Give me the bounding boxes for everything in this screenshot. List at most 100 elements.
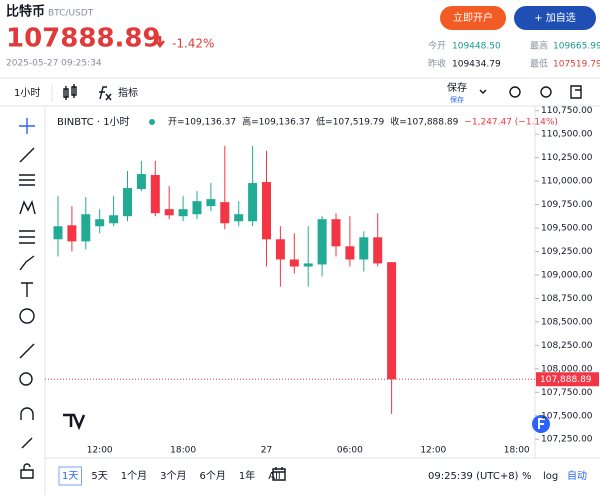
stat-value: 109434.79	[452, 60, 501, 70]
candle-body	[192, 201, 202, 215]
legend-item: 高=109,136.37	[242, 116, 310, 128]
percent-toggle[interactable]: %	[522, 471, 532, 482]
candle-body	[123, 188, 132, 217]
button-label[interactable]: + 加自选	[534, 11, 576, 24]
candle-body	[387, 262, 397, 380]
save-button[interactable]: 保存	[447, 81, 467, 94]
y-tick-label: 110,250.00	[541, 153, 593, 163]
asset-pair: BTC/USDT	[48, 9, 94, 19]
range-button[interactable]: 1年	[239, 469, 255, 482]
line-tool[interactable]	[19, 147, 35, 163]
candle-body	[67, 225, 77, 242]
save-sub: 保存	[450, 95, 464, 104]
down-arrow	[155, 36, 165, 49]
range-button[interactable]: 3个月	[160, 470, 186, 482]
y-tick-label: 109,500.00	[541, 224, 593, 234]
candle-body	[95, 219, 105, 227]
candle-body	[303, 263, 313, 267]
magnet-tool[interactable]	[20, 407, 34, 420]
last-price-tag	[536, 372, 599, 387]
y-tick-label: 108,000.00	[541, 364, 593, 374]
log-toggle[interactable]: log	[543, 471, 558, 482]
x-tick-label: 18:00	[504, 446, 530, 456]
y-tick-label: 109,250.00	[541, 247, 593, 257]
candle-body	[359, 237, 369, 260]
pattern-tool[interactable]	[19, 199, 36, 215]
y-tick-label: 109,750.00	[541, 200, 593, 210]
dropdown[interactable]	[479, 89, 487, 94]
x-tick-label: 12:00	[420, 446, 446, 456]
chart-type-icon[interactable]	[63, 84, 77, 100]
y-tick-label: 107,500.00	[541, 411, 593, 421]
candle-body	[289, 259, 299, 267]
candle-body	[373, 237, 383, 264]
crosshair-tool[interactable]	[19, 118, 35, 134]
auto-toggle[interactable]: 自动	[567, 469, 587, 482]
candle-body	[178, 209, 188, 217]
y-tick-label: 110,750.00	[541, 106, 593, 116]
indicator-icon[interactable]	[99, 86, 112, 101]
open-account-button[interactable]	[440, 6, 506, 30]
draw-mode-tool[interactable]	[21, 437, 33, 449]
channel-tool[interactable]	[19, 174, 35, 186]
y-tick-label: 110,500.00	[541, 130, 593, 140]
stat-value: 109448.50	[452, 42, 501, 52]
range-selected	[58, 466, 82, 486]
price-change: -1.42%	[172, 37, 214, 51]
button-label[interactable]: 立即开户	[453, 11, 493, 24]
fullscreen-icon[interactable]	[570, 85, 582, 99]
lock-tool[interactable]	[20, 463, 34, 479]
candle-body	[150, 174, 160, 214]
range-button[interactable]: 1天	[62, 471, 78, 482]
calendar-icon[interactable]	[272, 467, 286, 481]
y-tick-label: 110,000.00	[541, 177, 593, 187]
x-tick-label: 27	[261, 446, 272, 456]
legend-item: −1,247.47 (−1.14%)	[464, 118, 558, 128]
legend-item: 低=107,519.79	[316, 116, 384, 128]
candle-body	[234, 214, 244, 222]
range-button[interactable]: All	[268, 471, 280, 482]
search-icon[interactable]	[509, 86, 521, 98]
candle-body	[331, 219, 341, 247]
x-tick-label: 18:00	[170, 446, 196, 456]
ruler-tool[interactable]	[19, 343, 35, 359]
y-tick-label: 108,750.00	[541, 294, 593, 304]
text-tool[interactable]	[21, 282, 33, 297]
watchlist-button[interactable]	[514, 6, 596, 30]
zoom-tool[interactable]	[19, 372, 33, 386]
chart-title: BINBTC · 1小时	[57, 116, 130, 128]
y-tick-label: 109,000.00	[541, 270, 593, 280]
candle-body	[317, 219, 327, 265]
indicators-button[interactable]: 指标	[118, 86, 138, 99]
candle-body	[109, 215, 119, 224]
candle-body	[275, 239, 285, 260]
candle-body	[206, 199, 216, 207]
y-tick-label: 108,500.00	[541, 317, 593, 327]
range-button[interactable]: 5天	[91, 471, 107, 482]
settings-icon[interactable]	[540, 86, 552, 98]
candle-body	[345, 246, 355, 260]
candle-body	[262, 182, 271, 240]
candle-body	[136, 174, 146, 190]
drawing-tools	[19, 118, 36, 479]
legend-item: 开=109,136.37	[168, 117, 236, 128]
stat-label: 最低	[530, 58, 548, 70]
last-price-label: 107,888.89	[540, 375, 592, 385]
range-button[interactable]: 1个月	[121, 470, 147, 482]
range-buttons: 1天 5天 1个月 3个月 6个月 1年 All	[58, 466, 281, 486]
asset-name: 比特币	[6, 4, 45, 20]
stat-label: 昨收	[428, 58, 446, 70]
emoji-tool[interactable]	[19, 308, 35, 324]
interval-button[interactable]: 1小时	[14, 87, 40, 99]
stat-value: 109665.99	[553, 42, 600, 52]
range-button[interactable]: 6个月	[200, 470, 226, 482]
brush-tool[interactable]	[19, 255, 35, 271]
x-tick-label: 12:00	[87, 446, 113, 456]
candle-body	[220, 202, 230, 224]
status-dot	[149, 119, 155, 125]
candle-body	[164, 209, 174, 216]
y-tick-label: 107,250.00	[541, 435, 593, 445]
fib-tool[interactable]	[19, 230, 35, 244]
price: 107888.89	[6, 24, 161, 54]
